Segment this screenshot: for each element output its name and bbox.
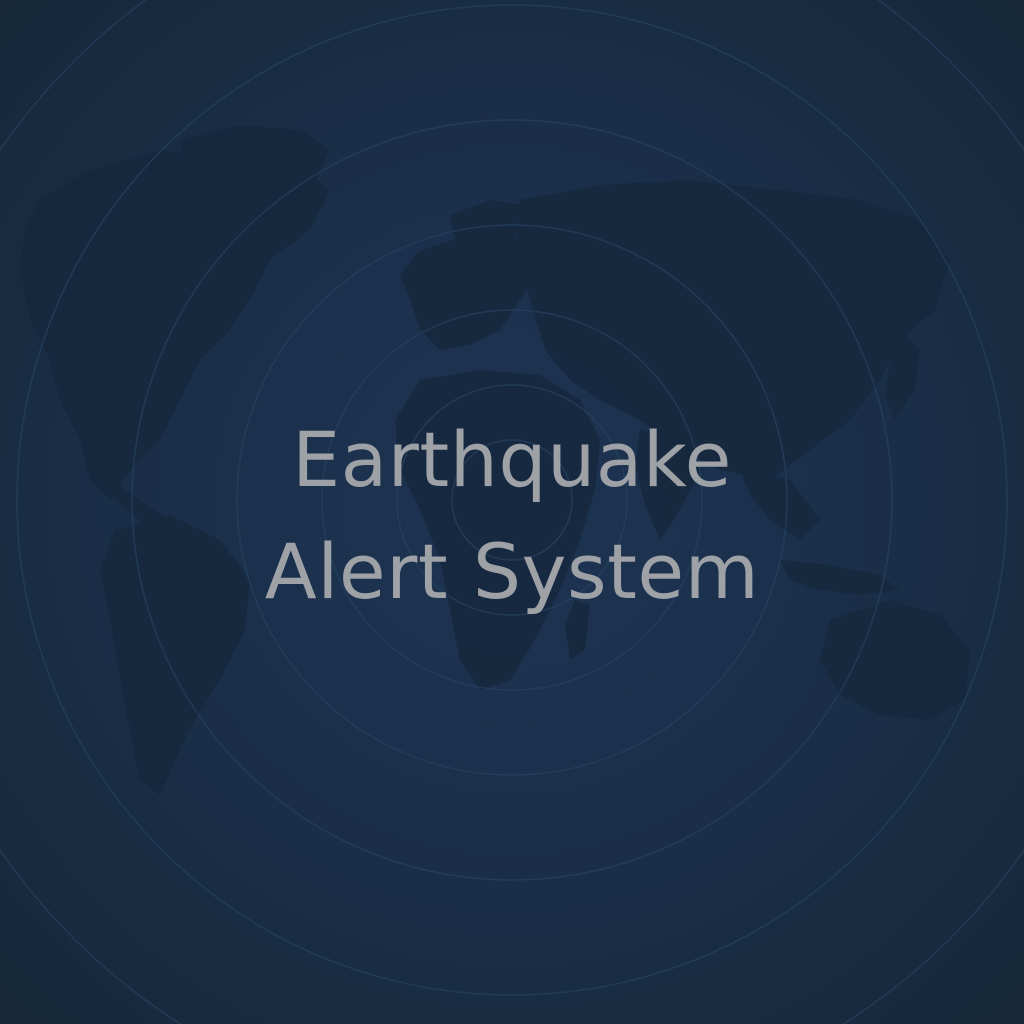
greenland-shape — [180, 125, 330, 270]
ripple-ring-5 — [131, 119, 893, 881]
app-title-line-2: Alert System — [264, 527, 760, 616]
ripple-ring-3 — [321, 309, 703, 691]
africa-shape — [395, 370, 600, 690]
australia-shape — [820, 600, 970, 720]
ripple-ring-1 — [451, 439, 573, 561]
ripple-ring-4 — [236, 224, 788, 776]
japan-shape — [885, 330, 920, 420]
europe-shape — [400, 235, 540, 350]
southeast-asia-shape — [740, 470, 820, 540]
ripple-ring-6 — [16, 4, 1008, 996]
south-america-shape — [100, 515, 250, 795]
scandinavia-shape — [450, 200, 520, 250]
madagascar-shape — [565, 600, 590, 660]
india-shape — [635, 430, 700, 540]
app-title: Earthquake Alert System — [0, 404, 1024, 628]
app-title-line-1: Earthquake — [292, 415, 732, 504]
indonesia-shape — [780, 560, 900, 595]
asia-shape — [515, 180, 950, 480]
ripple-ring-2 — [396, 384, 628, 616]
